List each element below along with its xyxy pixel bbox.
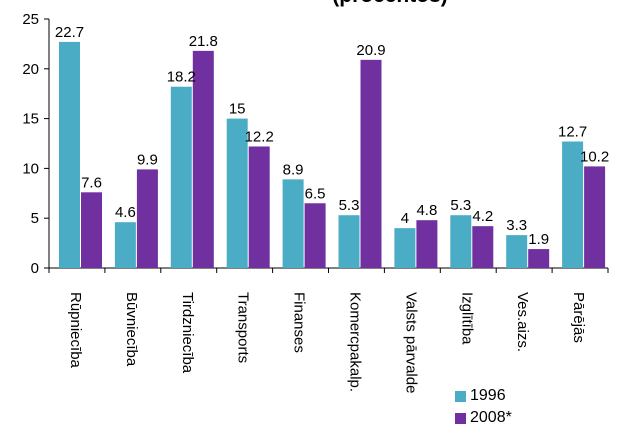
bar-2008-6: [416, 220, 438, 268]
chart-title: (procentos): [190, 0, 590, 8]
data-label: 4.2: [472, 208, 493, 225]
x-category-label: Pārējās: [570, 292, 587, 343]
data-label: 15: [229, 101, 246, 118]
data-label: 18.2: [167, 69, 196, 86]
bar-2008-3: [248, 146, 270, 268]
data-label: 5.3: [339, 197, 360, 214]
bar-1996-7: [450, 215, 472, 268]
data-label: 4.6: [115, 204, 136, 221]
bar-2008-0: [81, 192, 102, 268]
bar-2008-7: [472, 226, 494, 268]
legend: 1996 2008*: [455, 385, 512, 429]
bar-1996-1: [114, 222, 136, 268]
y-tick-label: 10: [22, 160, 39, 177]
bar-1996-5: [338, 215, 360, 268]
data-label: 12.7: [558, 124, 587, 141]
y-tick-label: 15: [22, 111, 39, 128]
bar-1996-4: [282, 179, 304, 268]
data-label: 3.3: [506, 217, 527, 234]
bar-1996-3: [226, 118, 248, 268]
bar-2008-1: [136, 169, 158, 268]
data-labels: 22.7 4.6 18.2 15 8.9 5.3 4 5.3 3.3 12.7 7.6 9.9 21.8…: [55, 24, 609, 248]
y-tick-label: 5: [31, 210, 39, 227]
x-category-label: Būvniecība: [123, 292, 140, 367]
y-tick-label: 25: [22, 11, 39, 28]
bar-2008-5: [360, 59, 382, 268]
x-category-label: Rūpniecība: [67, 292, 84, 369]
data-label: 1.9: [528, 231, 549, 248]
tick-labels: 0 5 10 15 20 25 Rūpniecība Būvniecība Tirdzniecī…: [22, 11, 587, 393]
legend-label-2008: 2008*: [470, 409, 512, 426]
data-label: 21.8: [189, 33, 218, 50]
bar-1996-6: [394, 228, 416, 268]
legend-item-2008: 2008*: [455, 407, 512, 429]
data-label: 8.9: [283, 161, 304, 178]
data-label: 12.2: [245, 128, 274, 145]
data-label: 5.3: [450, 197, 471, 214]
y-tick-label: 0: [31, 260, 39, 277]
bar-2008-9: [584, 166, 606, 268]
legend-swatch-1996: [455, 390, 466, 402]
legend-swatch-2008: [455, 412, 466, 424]
bar-2008-2: [192, 50, 214, 268]
bar-2008-4: [304, 203, 326, 268]
bar-1996-8: [506, 235, 528, 268]
legend-label-1996: 1996: [470, 387, 506, 404]
data-label: 7.6: [81, 174, 102, 191]
x-category-label: Komercpakalp.: [346, 292, 363, 392]
data-label: 9.9: [137, 151, 158, 168]
legend-item-1996: 1996: [455, 385, 512, 407]
data-label: 22.7: [55, 24, 84, 41]
data-label: 4.8: [416, 202, 437, 219]
bars: [59, 41, 606, 268]
x-category-label: Izglītība: [458, 292, 475, 345]
data-label: 6.5: [305, 185, 326, 202]
bar-1996-2: [170, 86, 192, 268]
data-label: 20.9: [356, 42, 385, 59]
data-label: 10.2: [580, 148, 609, 165]
x-category-label: Ves.aizs.: [514, 292, 531, 352]
x-category-label: Valsts pārvalde: [402, 292, 419, 393]
x-category-label: Tirdzniecība: [179, 292, 196, 374]
data-label: 4: [401, 210, 409, 227]
x-category-label: Transports: [235, 292, 252, 363]
y-tick-label: 20: [22, 61, 39, 78]
bar-2008-8: [528, 249, 550, 268]
x-category-label: Finanses: [291, 292, 308, 353]
bar-1996-0: [59, 41, 80, 268]
bar-1996-9: [562, 141, 584, 268]
